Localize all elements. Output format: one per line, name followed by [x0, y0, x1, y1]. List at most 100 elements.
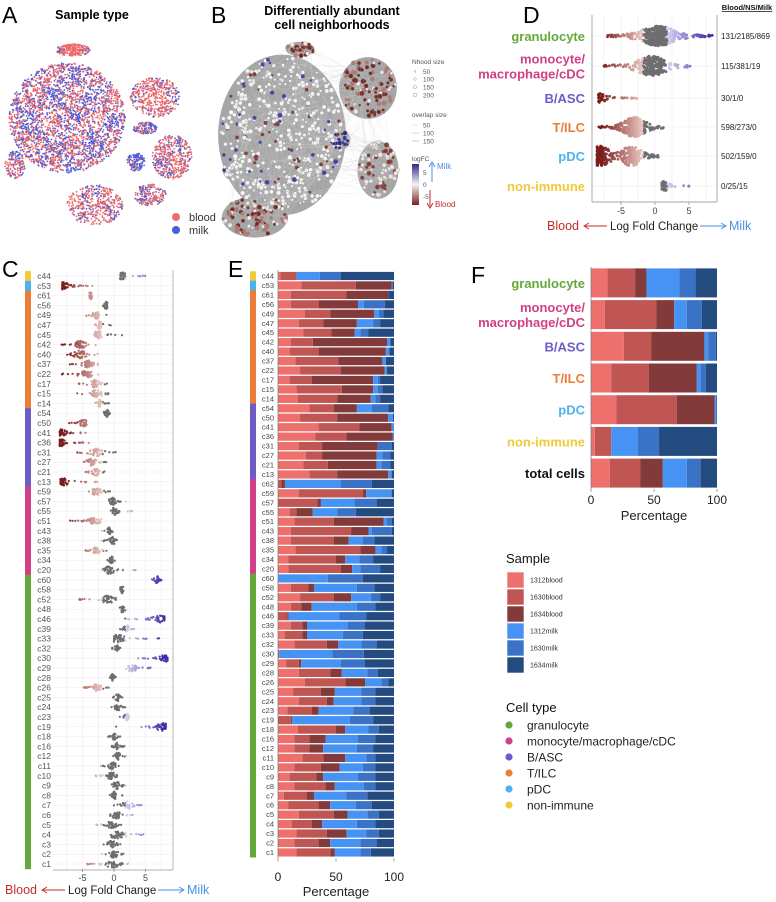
blood-cell-dot [90, 184, 93, 187]
milk-cell-dot [161, 165, 163, 168]
milk-cell-dot [33, 97, 35, 100]
milk-cell-dot [138, 163, 141, 165]
blood-cell-dot [135, 88, 138, 91]
milk-cell-dot [100, 148, 103, 151]
blood-cell-dot [10, 154, 13, 156]
blood-cell-dot [86, 192, 89, 195]
blood-cell-dot [139, 190, 142, 192]
blood-cell-dot [152, 191, 155, 194]
milk-cell-dot [100, 195, 103, 197]
milk-cell-dot [69, 110, 72, 112]
blood-cell-dot [77, 74, 80, 76]
milk-cell-dot [128, 154, 131, 157]
milk-cell-dot [72, 114, 74, 116]
blood-cell-dot [12, 166, 15, 169]
blood-cell-dot [27, 139, 29, 142]
milk-cell-dot [45, 97, 48, 100]
milk-cell-dot [19, 105, 22, 108]
blood-cell-dot [138, 127, 141, 130]
blood-cell-dot [189, 148, 192, 151]
milk-cell-dot [24, 105, 27, 108]
blood-cell-dot [146, 82, 148, 85]
milk-cell-dot [20, 142, 23, 145]
milk-cell-dot [156, 161, 158, 164]
blood-cell-dot [152, 151, 154, 154]
blood-cell-dot [53, 68, 55, 71]
blood-cell-dot [35, 138, 37, 141]
milk-cell-dot [187, 165, 189, 168]
blood-cell-dot [37, 139, 40, 142]
milk-cell-dot [36, 129, 39, 132]
blood-cell-dot [33, 129, 35, 132]
blood-cell-dot [84, 96, 87, 99]
milk-cell-dot [45, 151, 48, 154]
blood-cell-dot [49, 117, 52, 120]
milk-cell-dot [46, 98, 49, 101]
milk-cell-dot [101, 83, 104, 86]
blood-cell-dot [90, 70, 93, 73]
milk-cell-dot [19, 171, 22, 174]
blood-cell-dot [141, 95, 144, 98]
blood-cell-dot [154, 113, 157, 116]
blood-cell-dot [99, 103, 102, 106]
milk-cell-dot [26, 136, 29, 139]
blood-cell-dot [168, 111, 171, 113]
blood-cell-dot [139, 87, 141, 89]
blood-cell-dot [40, 89, 43, 92]
milk-cell-dot [84, 141, 87, 144]
milk-cell-dot [85, 107, 88, 110]
milk-cell-dot [166, 91, 168, 94]
blood-cell-dot [87, 163, 90, 166]
blood-cell-dot [73, 82, 76, 85]
blood-cell-dot [80, 129, 82, 132]
blood-cell-dot [13, 163, 16, 166]
milk-cell-dot [86, 138, 89, 141]
blood-cell-dot [22, 165, 24, 168]
blood-cell-dot [54, 78, 57, 81]
blood-cell-dot [79, 159, 81, 162]
milk-cell-dot [162, 138, 165, 141]
blood-cell-dot [54, 155, 57, 158]
milk-cell-dot [56, 51, 59, 53]
blood-cell-dot [117, 98, 119, 101]
milk-cell-dot [40, 99, 43, 102]
blood-cell-dot [86, 204, 88, 207]
blood-cell-dot [98, 131, 101, 133]
blood-cell-dot [107, 197, 110, 199]
milk-cell-dot [67, 151, 70, 154]
blood-cell-dot [144, 201, 147, 204]
milk-cell-dot [19, 115, 22, 118]
blood-cell-dot [133, 90, 136, 93]
blood-cell-dot [79, 151, 82, 154]
blood-cell-dot [171, 154, 174, 157]
milk-cell-dot [72, 109, 75, 112]
milk-cell-dot [136, 85, 139, 88]
blood-cell-dot [175, 171, 178, 174]
blood-cell-dot [92, 90, 95, 92]
blood-cell-dot [29, 103, 31, 105]
blood-cell-dot [38, 149, 41, 151]
milk-cell-dot [111, 125, 113, 127]
blood-cell-dot [99, 99, 101, 101]
blood-cell-dot [91, 155, 94, 157]
blood-cell-dot [90, 93, 92, 95]
milk-cell-dot [71, 76, 74, 79]
blood-cell-dot [99, 198, 102, 201]
blood-cell-dot [97, 78, 100, 81]
blood-cell-dot [156, 88, 159, 91]
milk-cell-dot [44, 115, 47, 118]
blood-cell-dot [38, 155, 40, 158]
blood-cell-dot [56, 167, 58, 170]
blood-cell-dot [100, 116, 103, 119]
milk-cell-dot [101, 146, 104, 148]
tsne-scatter [4, 43, 193, 226]
milk-cell-dot [75, 66, 77, 69]
blood-cell-dot [168, 80, 171, 83]
blood-cell-dot [160, 149, 163, 151]
blood-cell-dot [51, 144, 54, 146]
milk-cell-dot [107, 117, 110, 119]
blood-cell-dot [17, 96, 20, 99]
blood-cell-dot [56, 150, 59, 153]
milk-cell-dot [153, 164, 155, 167]
milk-cell-dot [15, 107, 17, 110]
